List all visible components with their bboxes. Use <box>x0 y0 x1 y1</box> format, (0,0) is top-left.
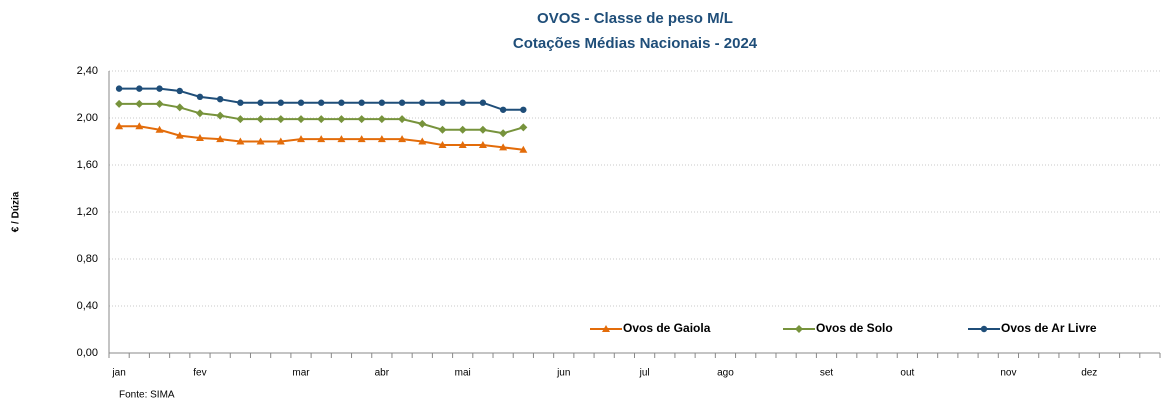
data-point <box>398 99 406 106</box>
data-point <box>358 99 365 106</box>
data-point <box>175 103 184 112</box>
data-point <box>135 122 144 130</box>
data-point <box>418 137 427 145</box>
data-point <box>216 135 225 143</box>
x-tick-label: abr <box>375 368 390 379</box>
data-point <box>257 99 264 106</box>
x-tick-label: jul <box>639 368 650 379</box>
data-point <box>195 133 204 141</box>
data-point <box>176 87 183 95</box>
data-point <box>519 123 528 132</box>
data-point <box>256 115 265 124</box>
data-point <box>459 99 466 106</box>
data-point <box>337 135 346 143</box>
y-tick-label: 1,20 <box>77 206 98 218</box>
x-tick-label: out <box>900 368 914 379</box>
data-point <box>338 99 345 106</box>
legend-label: Ovos de Solo <box>816 321 893 335</box>
y-axis-label: € / Dúzia <box>11 191 22 232</box>
data-point <box>196 93 204 101</box>
data-point <box>276 115 285 124</box>
data-point <box>458 141 467 149</box>
data-point <box>438 141 447 149</box>
data-point <box>479 99 487 106</box>
y-tick-label: 0,40 <box>77 300 98 312</box>
data-point <box>136 85 143 92</box>
data-point <box>478 141 487 149</box>
data-point <box>499 106 507 113</box>
data-point <box>297 99 305 106</box>
data-point <box>398 115 407 124</box>
legend-marker <box>602 325 610 332</box>
legend-label: Ovos de Gaiola <box>623 321 711 335</box>
y-tick-label: 1,60 <box>77 159 98 171</box>
data-point <box>520 106 527 113</box>
x-tick-label: jan <box>111 368 125 379</box>
data-point <box>276 137 285 145</box>
data-point <box>377 115 386 124</box>
data-point <box>377 135 386 143</box>
data-point <box>419 99 426 106</box>
data-point <box>115 122 124 130</box>
x-tick-label: mar <box>292 368 310 379</box>
data-point <box>195 109 204 118</box>
legend-marker <box>980 325 988 333</box>
data-point <box>439 99 446 106</box>
y-tick-label: 2,00 <box>77 112 98 124</box>
data-point <box>156 85 163 92</box>
data-point <box>175 131 184 139</box>
data-point <box>318 99 325 106</box>
data-point <box>155 99 164 108</box>
data-point <box>458 125 467 134</box>
legend-label: Ovos de Ar Livre <box>1001 321 1097 335</box>
x-tick-label: mai <box>455 368 471 379</box>
x-tick-label: dez <box>1081 368 1097 379</box>
legend-marker <box>795 325 803 333</box>
data-point <box>337 115 346 124</box>
data-point <box>317 135 326 143</box>
y-tick-label: 0,00 <box>77 347 98 359</box>
data-point <box>277 99 284 106</box>
data-point <box>135 99 144 108</box>
x-tick-label: fev <box>193 368 206 379</box>
source-note: Fonte: SIMA <box>119 390 175 401</box>
data-point <box>115 85 123 92</box>
data-point <box>519 145 528 153</box>
data-point <box>297 135 306 143</box>
data-point <box>216 111 225 120</box>
data-point <box>317 115 326 124</box>
data-point <box>115 99 124 108</box>
y-tick-label: 0,80 <box>77 253 98 265</box>
x-tick-label: set <box>820 368 834 379</box>
data-point <box>297 115 306 124</box>
x-tick-label: nov <box>1000 368 1016 379</box>
data-point <box>357 115 366 124</box>
data-point <box>236 137 245 145</box>
chart-title: OVOS - Classe de peso M/L <box>537 10 733 27</box>
x-tick-label: ago <box>717 368 734 379</box>
data-point <box>418 119 427 128</box>
x-tick-label: jun <box>556 368 570 379</box>
data-point <box>155 125 164 133</box>
data-point <box>216 96 224 103</box>
data-point <box>256 137 265 145</box>
data-point <box>378 99 386 106</box>
chart-subtitle: Cotações Médias Nacionais - 2024 <box>513 35 758 52</box>
y-tick-label: 2,40 <box>77 65 98 77</box>
data-point <box>499 143 508 151</box>
data-point <box>499 129 508 138</box>
data-point <box>478 125 487 134</box>
data-point <box>236 115 245 124</box>
data-point <box>237 99 244 106</box>
data-point <box>398 135 407 143</box>
data-point <box>438 125 447 134</box>
data-point <box>357 135 366 143</box>
